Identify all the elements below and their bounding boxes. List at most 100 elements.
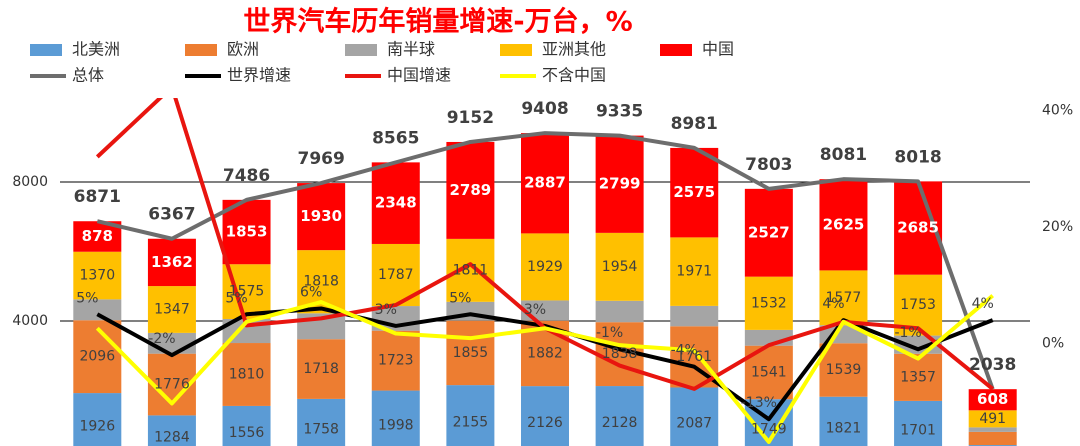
bar-segment [73,393,122,446]
legend-swatch [500,44,532,56]
data-label: 1362 [151,253,193,271]
data-label: 1758 [303,421,339,437]
line-label: 6871 [74,187,121,207]
legend-swatch [30,44,62,56]
data-label: 1926 [79,419,115,435]
bar-segment [595,232,644,301]
bar-segment [595,386,644,446]
data-label: 1539 [826,362,862,378]
data-label: 2155 [453,415,489,431]
data-label: 2789 [450,181,492,199]
line-label: 4% [822,296,844,312]
data-label: 1701 [900,422,936,438]
line-series [96,131,995,390]
bar-segment [744,188,793,277]
legend-swatch [345,44,377,56]
legend-label: 南半球 [387,40,435,59]
data-label: 1818 [303,274,339,290]
data-label: 1776 [154,377,190,393]
data-label: 2625 [823,215,865,233]
data-label: 1811 [453,262,489,278]
bar-segment [73,320,122,394]
data-label: 1556 [229,425,265,441]
bar-segment [968,431,1017,446]
line-label: -1% [596,325,623,341]
plot-area [73,98,1017,446]
bar-segment [446,238,495,302]
bar-segment [371,162,420,244]
bar-segment [670,305,719,327]
data-label: 2126 [527,415,563,431]
data-label: 2575 [673,183,715,201]
bar-segment [73,299,122,321]
data-label: 1723 [378,353,414,369]
data-label: 1971 [676,264,712,280]
bar-segment [670,387,719,446]
legend-label: 中国 [702,40,734,59]
bar-segment [147,238,196,287]
data-label: 1821 [826,420,862,436]
data-label: 2087 [676,416,712,432]
line-label: 2038 [969,355,1016,375]
bar-segment [297,398,346,446]
line-label: 8981 [671,114,718,134]
bar-segment [222,405,271,446]
line-label: 5% [225,290,247,306]
data-label: 1838 [602,346,638,362]
data-label: 1370 [79,268,115,284]
y-tick-label: 8000 [12,174,48,190]
data-label: 1284 [154,430,190,446]
data-label: 1753 [900,297,936,313]
y2-tick-label: 0% [1042,335,1064,351]
bar-segment [521,386,569,446]
y2-tick-label: 20% [1042,219,1073,235]
bar-segment [297,183,346,251]
data-label: 2685 [897,219,939,237]
legend-label: 总体 [72,66,104,85]
line-label: 6367 [148,205,195,225]
bar-segment [968,389,1017,411]
data-label: 2096 [79,349,115,365]
bar-segment [446,320,495,386]
data-label: 1855 [453,345,489,361]
labels: 1926 1284 1556 1758 1998 2155 2126 2128 2087 1749… [74,99,1017,446]
bar-segment [670,237,719,306]
bar-segment [744,276,793,330]
legend-label: 欧洲 [227,40,259,59]
bar-segment [371,330,420,391]
line-label: 4% [972,296,994,312]
data-label: 1577 [826,290,862,306]
data-label: 1954 [602,259,638,275]
data-label: 1718 [303,361,339,377]
data-label: 1749 [751,422,787,438]
bar-segment [222,199,271,265]
legend-label: 北美洲 [72,40,120,59]
line-label: 9335 [596,102,643,122]
data-label: 2887 [524,174,566,192]
data-label: 1930 [300,207,342,225]
line-label: 7969 [297,149,344,169]
data-label: 1810 [229,366,265,382]
line-label: -1% [894,325,921,341]
legend-swatch [660,44,692,56]
bar-segment [819,396,868,446]
data-label: 2799 [599,175,641,193]
data-label: 1541 [751,364,787,380]
data-label: 1761 [676,349,712,365]
line-label: 9408 [521,99,568,119]
bar-segment [446,385,495,446]
bar-segment [968,427,1017,432]
bar-segment [297,339,346,399]
line-label: 8565 [372,128,419,148]
bar-segment [968,410,1017,428]
legend-label: 世界增速 [227,66,291,85]
data-label: 2348 [375,194,417,212]
line-label: 5% [76,290,98,306]
data-label: 1347 [154,301,190,317]
data-label: 1882 [527,345,563,361]
data-label: 1787 [378,267,414,283]
line-label: 3% [524,302,546,318]
legend-label: 不含中国 [542,66,606,85]
line-label: -4% [671,343,698,359]
